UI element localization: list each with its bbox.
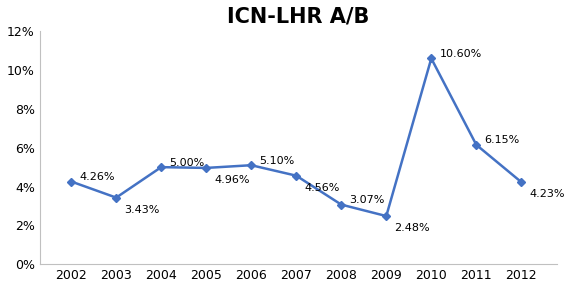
Text: 5.10%: 5.10% (260, 156, 295, 166)
Text: 2.48%: 2.48% (395, 223, 430, 233)
Text: 4.56%: 4.56% (305, 183, 340, 193)
Text: 5.00%: 5.00% (170, 158, 205, 168)
Text: 4.26%: 4.26% (80, 172, 115, 182)
Text: 4.23%: 4.23% (530, 189, 565, 199)
Text: 4.96%: 4.96% (215, 175, 250, 185)
Text: 6.15%: 6.15% (485, 136, 520, 145)
Title: ICN-LHR A/B: ICN-LHR A/B (227, 7, 370, 27)
Text: 3.07%: 3.07% (350, 195, 385, 205)
Text: 3.43%: 3.43% (125, 205, 160, 215)
Text: 10.60%: 10.60% (440, 49, 482, 59)
